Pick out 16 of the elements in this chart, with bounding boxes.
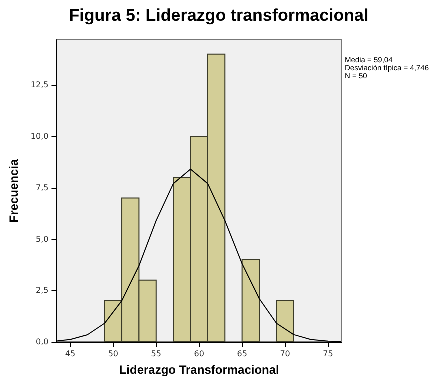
x-tick-label: 65: [237, 350, 248, 358]
y-tick-label: 5,0: [36, 234, 49, 244]
y-tick-label: 7,5: [36, 183, 49, 192]
x-tick-label: 55: [151, 350, 162, 358]
x-tick-label: 60: [194, 350, 204, 358]
y-tick-label: 0,0: [36, 338, 49, 346]
x-tick-label: 75: [323, 350, 334, 358]
y-tick-label: 12,5: [30, 80, 49, 90]
y-tick-label: 2,5: [36, 286, 49, 296]
x-tick-label: 45: [65, 350, 76, 358]
chart-title: Figura 5: Liderazgo transformacional: [69, 6, 369, 25]
x-tick-label: 50: [108, 350, 119, 358]
y-tick-label: 10,0: [30, 132, 49, 142]
x-tick-label: 70: [280, 350, 290, 358]
x-axis-title: Liderazgo Transformacional: [119, 363, 280, 377]
y-axis-title: Frecuencia: [7, 159, 21, 223]
